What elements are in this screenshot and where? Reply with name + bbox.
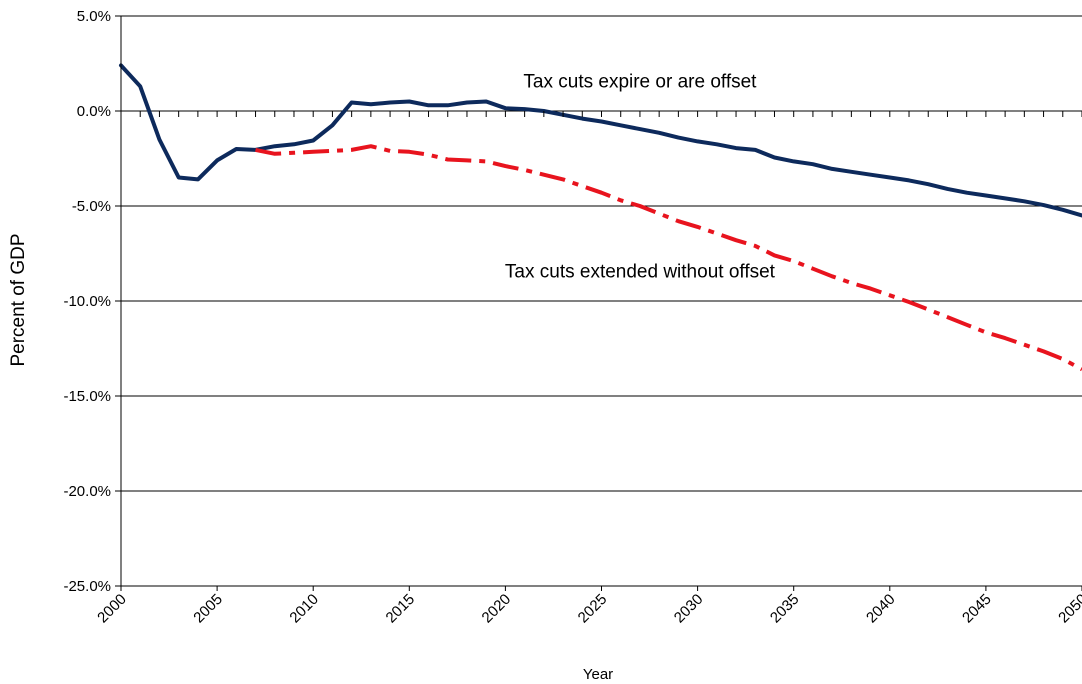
x-tick-label: 2000 — [94, 591, 130, 627]
series-line-extended — [255, 144, 1082, 372]
series-line-expire — [119, 63, 1082, 218]
y-tick-label: -10.0% — [63, 293, 111, 310]
x-tick-label: 2035 — [767, 591, 803, 627]
x-tick-label: 2015 — [383, 591, 419, 627]
y-tick-label: -25.0% — [63, 578, 111, 595]
axes — [115, 15, 1082, 591]
x-tick-label: 2040 — [863, 591, 899, 627]
grid-lines — [121, 15, 1082, 587]
y-tick-label: 0.0% — [77, 103, 111, 120]
x-tick-label: 2025 — [575, 591, 611, 627]
y-tick-label: 5.0% — [77, 8, 111, 25]
annotation-extended: Tax cuts extended without offset — [505, 262, 776, 283]
x-tick-labels: 2000 2005 2010 2015 2020 2025 2030 2035 2040 2045… — [94, 591, 1082, 627]
y-tick-labels: 5.0% 0.0% -5.0% -10.0% -15.0% -20.0% -25.0% — [63, 8, 111, 595]
x-tick-label: 2010 — [286, 591, 322, 627]
x-tick-label: 2005 — [190, 591, 226, 627]
x-axis-title: Year — [583, 666, 613, 683]
annotations: Tax cuts expire or are offset Tax cuts ex… — [505, 72, 776, 283]
x-tick-label: 2045 — [959, 591, 995, 627]
x-tick-label: 2050 — [1055, 591, 1082, 627]
y-axis-title: Percent of GDP — [8, 233, 29, 366]
y-tick-label: -20.0% — [63, 483, 111, 500]
y-tick-label: -5.0% — [72, 198, 111, 215]
x-tick-label: 2020 — [479, 591, 515, 627]
x-tick-label: 2030 — [671, 591, 707, 627]
annotation-expire: Tax cuts expire or are offset — [523, 72, 757, 93]
series-group — [119, 63, 1082, 372]
y-tick-label: -15.0% — [63, 388, 111, 405]
